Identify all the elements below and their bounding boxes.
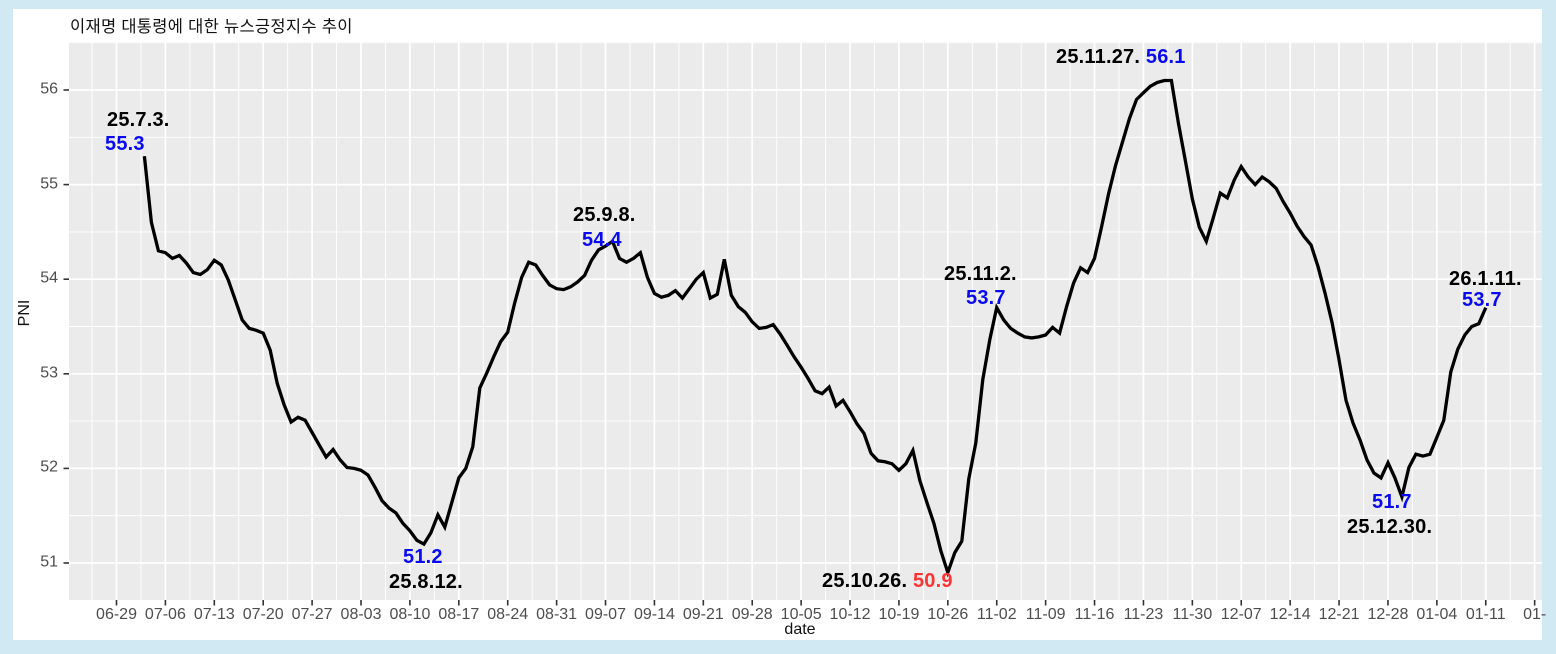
x-axis-title: date bbox=[784, 621, 816, 638]
chart-title: 이재명 대통령에 대한 뉴스긍정지수 추이 bbox=[70, 18, 353, 36]
plot-panel bbox=[69, 42, 1542, 600]
data-line bbox=[142, 78, 1488, 578]
y-axis-title: PNI bbox=[16, 299, 33, 327]
